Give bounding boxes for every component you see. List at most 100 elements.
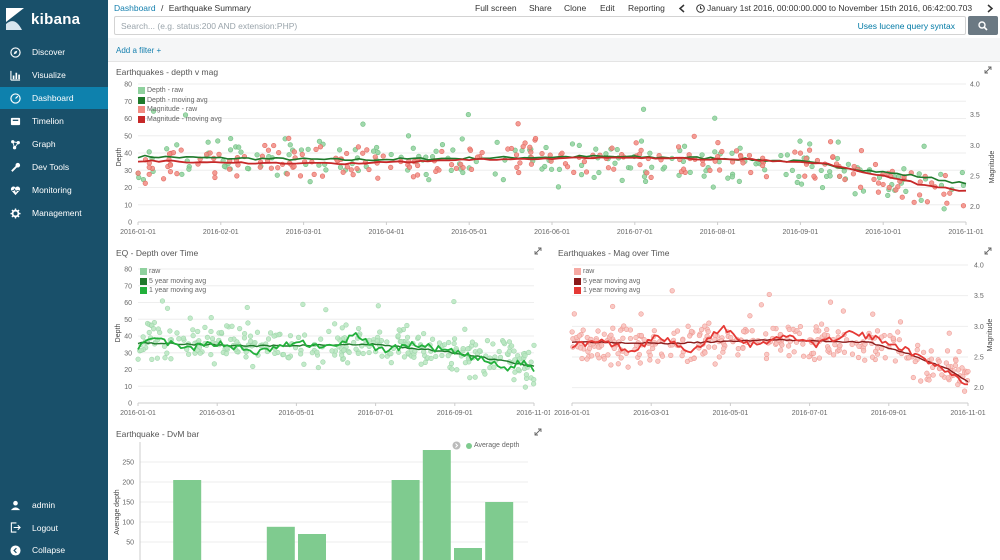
data-point (633, 140, 639, 146)
legend-item[interactable]: 1 year moving avg (574, 286, 640, 296)
data-point (539, 166, 545, 172)
data-point (291, 163, 297, 170)
sidebar-item-monitoring[interactable]: Monitoring (0, 179, 108, 201)
data-point (458, 161, 464, 167)
panel-title: Earthquakes - Mag over Time (558, 248, 670, 258)
data-point (140, 334, 146, 340)
panel-title: Earthquakes - depth v mag (116, 67, 219, 77)
add-filter-link[interactable]: Add a filter + (116, 46, 162, 55)
data-point (845, 161, 851, 167)
chevron-right-icon[interactable] (986, 4, 994, 13)
sidebar-item-timelion[interactable]: Timelion (0, 110, 108, 132)
series-line (137, 332, 535, 373)
sidebar-item-dashboard[interactable]: Dashboard (0, 87, 108, 109)
top-bar: Dashboard / Earthquake Summary Full scre… (108, 0, 1000, 38)
data-point (911, 199, 917, 205)
data-point (583, 169, 590, 175)
data-point (921, 143, 927, 149)
data-point (375, 175, 381, 181)
legend-item[interactable]: 1 year moving avg (140, 286, 206, 296)
chevron-left-icon[interactable] (678, 4, 686, 13)
legend-item[interactable]: Depth - raw (138, 86, 222, 96)
data-point (555, 184, 562, 190)
x-tick-label: 2016-07-01 (617, 229, 653, 236)
data-point (800, 341, 806, 347)
legend-item[interactable]: 5 year moving avg (140, 277, 206, 287)
data-point (286, 152, 292, 158)
data-point (162, 355, 168, 361)
data-point (760, 162, 766, 169)
lucene-syntax-link[interactable]: Uses lucene query syntax (857, 21, 955, 31)
kibana-logo-icon (6, 8, 24, 30)
data-point (360, 350, 366, 357)
sidebar-item-collapse[interactable]: Collapse (0, 539, 108, 560)
series-line (571, 324, 969, 386)
sidebar-item-logout[interactable]: Logout (0, 517, 108, 539)
data-point (959, 169, 965, 176)
y-tick-label: 150 (122, 500, 134, 507)
data-point (138, 347, 144, 353)
y-axis-label: Average depth (114, 489, 121, 535)
data-point (778, 152, 784, 159)
data-point (813, 324, 819, 330)
legend-item[interactable]: Magnitude - moving avg (138, 115, 222, 125)
legend-item[interactable]: Average depth (452, 441, 519, 451)
expand-icon[interactable] (534, 247, 542, 255)
y-tick-label: 70 (124, 99, 132, 106)
data-point (681, 143, 688, 149)
data-point (516, 169, 522, 176)
data-point (910, 374, 916, 381)
edit-button[interactable]: Edit (600, 3, 615, 13)
x-tick-label: 2016-05-01 (278, 410, 314, 417)
data-point (827, 299, 834, 305)
data-point (869, 354, 876, 360)
x-tick-label: 2016-03-01 (633, 410, 669, 417)
data-point (247, 333, 254, 339)
kibana-logo[interactable]: kibana (0, 0, 108, 38)
legend-toggle-icon[interactable] (452, 441, 461, 450)
y2-tick-label: 2.5 (970, 174, 980, 181)
full-screen-button[interactable]: Full screen (475, 3, 517, 13)
data-point (696, 332, 703, 339)
sidebar-item-label: Graph (32, 139, 56, 149)
legend-item[interactable]: 5 year moving avg (574, 277, 640, 287)
data-point (433, 148, 439, 154)
time-range-picker[interactable]: January 1st 2016, 00:00:00.000 to Novemb… (707, 3, 973, 13)
expand-icon[interactable] (984, 66, 992, 74)
data-point (595, 328, 601, 334)
sidebar-item-dev-tools[interactable]: Dev Tools (0, 156, 108, 178)
data-point (740, 160, 746, 166)
share-button[interactable]: Share (529, 3, 552, 13)
data-point (426, 177, 432, 183)
panel-depth-v-mag: Earthquakes - depth v mag 0 10 20 30 40 50 60 7… (108, 62, 1000, 242)
reporting-button[interactable]: Reporting (628, 3, 665, 13)
legend-item[interactable]: raw (140, 267, 206, 277)
sidebar-item-visualize[interactable]: Visualize (0, 64, 108, 86)
sidebar-item-label: Management (32, 208, 82, 218)
legend-item[interactable]: Magnitude - raw (138, 105, 222, 115)
expand-icon[interactable] (534, 428, 542, 436)
y-tick-label: 10 (124, 202, 132, 209)
data-point (268, 165, 274, 171)
sidebar-item-management[interactable]: Management (0, 202, 108, 224)
bar (391, 480, 420, 560)
legend-item[interactable]: Depth - moving avg (138, 96, 222, 106)
data-point (826, 346, 832, 352)
sidebar-item-discover[interactable]: Discover (0, 41, 108, 63)
clone-button[interactable]: Clone (564, 3, 587, 13)
sidebar-item-label: Dev Tools (32, 162, 70, 172)
search-button[interactable] (968, 16, 998, 35)
data-point (297, 173, 304, 179)
search-input[interactable]: Search... (e.g. status:200 AND extension… (114, 16, 966, 35)
sidebar-item-admin[interactable]: admin (0, 494, 108, 516)
breadcrumb-dashboard-link[interactable]: Dashboard (114, 3, 156, 13)
legend-mag-over-time: raw 5 year moving avg 1 year moving avg (574, 267, 640, 296)
sidebar-item-graph[interactable]: Graph (0, 133, 108, 155)
data-point (174, 171, 180, 177)
data-point (719, 148, 725, 155)
data-point (531, 342, 537, 348)
breadcrumb: Dashboard / Earthquake Summary (114, 3, 251, 13)
data-point (706, 320, 712, 326)
legend-item[interactable]: raw (574, 267, 640, 277)
expand-icon[interactable] (984, 247, 992, 255)
